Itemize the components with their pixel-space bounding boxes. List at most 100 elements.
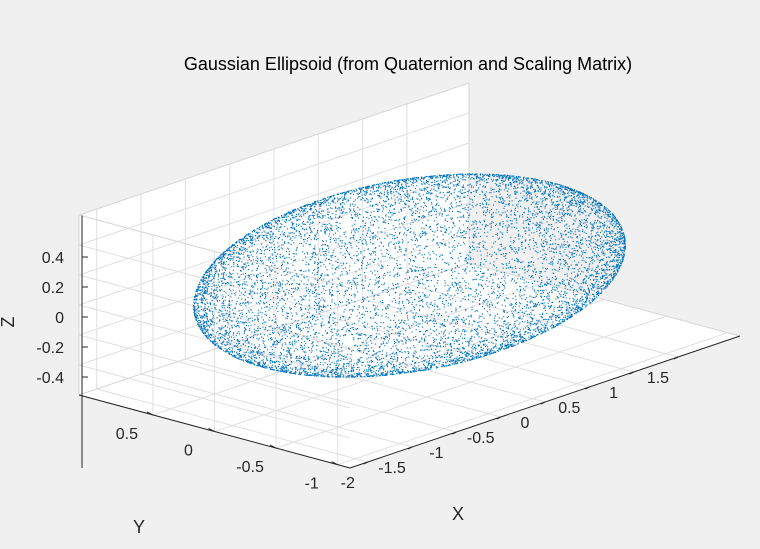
data-point xyxy=(253,231,255,233)
data-point xyxy=(490,287,492,289)
data-point xyxy=(544,268,546,270)
data-point xyxy=(303,277,305,279)
data-point xyxy=(470,252,472,254)
data-point xyxy=(241,239,243,241)
data-point xyxy=(616,265,618,267)
data-point xyxy=(455,329,457,331)
data-point xyxy=(296,355,298,357)
data-point xyxy=(316,272,318,274)
data-point xyxy=(202,283,204,285)
data-point xyxy=(195,318,197,320)
data-point xyxy=(307,356,309,358)
data-point xyxy=(345,243,347,245)
data-point xyxy=(334,317,336,319)
data-point xyxy=(531,317,533,319)
data-point xyxy=(428,294,430,296)
data-point xyxy=(529,186,531,188)
data-point xyxy=(304,344,306,346)
data-point xyxy=(473,356,475,358)
data-point xyxy=(509,265,511,267)
data-point xyxy=(615,267,617,269)
data-point xyxy=(422,215,424,217)
data-point xyxy=(286,236,288,238)
data-point xyxy=(509,267,511,269)
data-point xyxy=(456,232,458,234)
data-point xyxy=(350,281,352,283)
data-point xyxy=(333,352,335,354)
data-point xyxy=(399,322,401,324)
data-point xyxy=(500,282,502,284)
data-point xyxy=(585,215,587,217)
data-point xyxy=(281,366,283,368)
data-point xyxy=(593,254,595,256)
data-point xyxy=(456,316,458,318)
data-point xyxy=(582,229,584,231)
data-point xyxy=(304,205,306,207)
data-point xyxy=(468,343,470,345)
data-point xyxy=(198,310,200,312)
data-point xyxy=(444,225,446,227)
data-point xyxy=(282,256,284,258)
data-point xyxy=(477,333,479,335)
data-point xyxy=(472,228,474,230)
data-point xyxy=(551,269,553,271)
data-point xyxy=(416,185,418,187)
data-point xyxy=(506,177,508,179)
data-point xyxy=(423,227,425,229)
data-point xyxy=(602,274,604,276)
data-point xyxy=(456,359,458,361)
data-point xyxy=(577,210,579,212)
data-point xyxy=(276,341,278,343)
data-point xyxy=(223,274,225,276)
data-point xyxy=(436,329,438,331)
data-point xyxy=(302,228,304,230)
data-point xyxy=(452,359,454,361)
data-point xyxy=(424,369,426,371)
data-point xyxy=(561,314,563,316)
data-point xyxy=(335,237,337,239)
data-point xyxy=(250,302,252,304)
data-point xyxy=(313,238,315,240)
data-point xyxy=(439,295,441,297)
data-point xyxy=(611,218,613,220)
data-point xyxy=(291,283,293,285)
data-point xyxy=(495,253,497,255)
data-point xyxy=(372,251,374,253)
data-point xyxy=(462,176,464,178)
data-point xyxy=(458,191,460,193)
data-point xyxy=(213,267,215,269)
data-point xyxy=(353,211,355,213)
data-point xyxy=(436,190,438,192)
data-point xyxy=(513,330,515,332)
data-point xyxy=(457,350,459,352)
data-point xyxy=(250,357,252,359)
data-point xyxy=(195,319,197,321)
data-point xyxy=(240,273,242,275)
data-point xyxy=(242,344,244,346)
data-point xyxy=(496,179,498,181)
data-point xyxy=(484,337,486,339)
data-point xyxy=(320,274,322,276)
data-point xyxy=(344,242,346,244)
data-point xyxy=(329,217,331,219)
data-point xyxy=(604,230,606,232)
data-point xyxy=(256,353,258,355)
data-point xyxy=(332,199,334,201)
data-point xyxy=(265,327,267,329)
data-point xyxy=(324,232,326,234)
data-point xyxy=(320,323,322,325)
data-point xyxy=(554,235,556,237)
data-point xyxy=(398,179,400,181)
data-point xyxy=(528,224,530,226)
data-point xyxy=(494,251,496,253)
data-point xyxy=(440,336,442,338)
data-point xyxy=(573,205,575,207)
data-point xyxy=(540,181,542,183)
data-point xyxy=(564,290,566,292)
data-point xyxy=(513,250,515,252)
data-point xyxy=(387,250,389,252)
data-point xyxy=(539,275,541,277)
data-point xyxy=(220,328,222,330)
data-point xyxy=(504,287,506,289)
